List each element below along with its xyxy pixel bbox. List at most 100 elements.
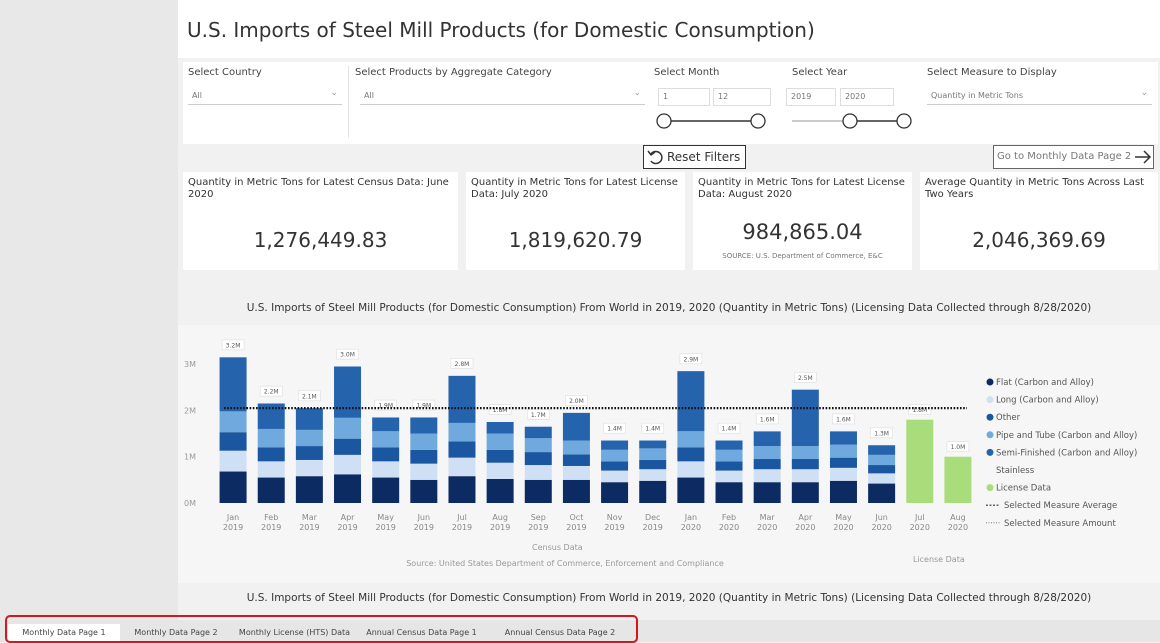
card-note: SOURCE: U.S. Department of Commerce, E&C <box>722 252 883 260</box>
data-label-box <box>565 395 588 406</box>
bar-segment <box>753 469 781 483</box>
x-tick-label: Jan 2019 <box>222 513 244 532</box>
data-label: 1.8M <box>912 407 927 414</box>
reset-button[interactable]: Reset Filters <box>643 145 746 169</box>
dropdown-value: Quantity in Metric Tons <box>931 91 1024 100</box>
x-tick-label: Aug 2019 <box>489 513 511 532</box>
bar-segment <box>486 422 514 434</box>
bar-segment <box>562 410 590 413</box>
data-label: 2.2M <box>264 389 279 396</box>
footer-title: U.S. Imports of Steel Mill Products (for… <box>246 592 1092 604</box>
bar-segment <box>219 432 247 451</box>
slider-handle[interactable] <box>896 113 912 129</box>
bar-segment <box>715 482 743 503</box>
bar-segment <box>295 446 323 460</box>
header <box>178 0 1160 58</box>
bar-segment <box>257 428 285 448</box>
dropdown[interactable]: All ⌄ <box>360 88 645 105</box>
input[interactable]: 12 <box>713 88 771 106</box>
bar-segment <box>372 477 400 503</box>
legend-marker <box>986 396 994 404</box>
data-label-box <box>603 422 626 434</box>
bar-segment <box>639 480 667 503</box>
slider-handle[interactable] <box>842 113 858 129</box>
bar-segment <box>601 438 629 441</box>
next-page-button[interactable]: Go to Monthly Data Page 2 <box>993 145 1154 169</box>
bar-segment <box>448 375 476 423</box>
bar-segment <box>295 476 323 503</box>
tab[interactable]: Annual Census Data Page 1 <box>357 624 486 642</box>
data-label: 3.2M <box>226 342 241 349</box>
tab[interactable]: Monthly Data Page 1 <box>8 624 120 642</box>
bar-segment <box>219 471 247 503</box>
bar-segment <box>524 452 552 466</box>
bar-segment <box>448 457 476 477</box>
legend-label: Flat (Carbon and Alloy) <box>996 378 1094 388</box>
x-tick-label: Nov 2019 <box>604 513 625 532</box>
bar-segment <box>791 446 819 460</box>
data-label: 1.9M <box>416 403 431 410</box>
legend-marker <box>986 466 994 474</box>
bar-segment <box>334 364 362 367</box>
y-tick-label: 0M <box>184 499 196 508</box>
data-label-box <box>870 427 893 439</box>
kpi-card: Quantity in Metric Tons for Latest Censu… <box>183 172 458 270</box>
data-label-box <box>794 371 817 383</box>
dropdown[interactable]: Quantity in Metric Tons ⌄ <box>927 88 1152 105</box>
bar-segment <box>524 424 552 427</box>
bar-segment <box>372 461 400 478</box>
y-tick-label: 3M <box>184 360 196 369</box>
card-title: Average Quantity in Metric Tons Across L… <box>925 177 1145 200</box>
input[interactable]: 1 <box>658 88 710 106</box>
dropdown[interactable]: All ⌄ <box>188 88 342 105</box>
x-tick-label: Jan 2020 <box>680 513 702 532</box>
dropdown-value: All <box>192 91 202 100</box>
data-label-box <box>526 409 550 420</box>
filter-label: Select Products by Aggregate Category <box>355 67 552 78</box>
chart-source: Source: United States Department of Comm… <box>406 559 724 568</box>
data-label-box <box>679 353 703 365</box>
chevron: ⌄ <box>633 88 641 98</box>
input-value: 1 <box>663 92 669 101</box>
bar-segment <box>257 401 285 404</box>
legend-label: Selected Measure Average <box>1004 501 1117 511</box>
group-label: Census Data <box>532 543 583 552</box>
bar-segment <box>372 417 400 432</box>
sliders <box>656 113 912 129</box>
data-label: 2.8M <box>455 361 470 368</box>
bar-segment <box>562 465 590 480</box>
bar-segment <box>410 479 438 503</box>
y-tick-label: 2M <box>184 406 196 415</box>
x-tick-label: Aug 2020 <box>947 513 969 532</box>
tab[interactable]: Monthly Data Page 2 <box>120 624 232 642</box>
data-label-box <box>259 385 283 397</box>
input[interactable]: 2020 <box>840 88 894 106</box>
data-label-box <box>717 422 741 434</box>
bar-segment <box>753 431 781 447</box>
x-tick-label: Feb 2020 <box>718 513 740 532</box>
x-tick-label: Sep 2019 <box>528 513 549 532</box>
slider-handle[interactable] <box>750 113 766 129</box>
bar-segment <box>829 467 857 481</box>
bar-segment <box>257 477 285 503</box>
bar-segment <box>715 440 743 450</box>
bar-segment <box>715 449 743 462</box>
bar-segment <box>257 447 285 462</box>
data-label-box <box>755 413 779 425</box>
bar-segment <box>868 442 896 446</box>
x-tick-label: Jun 2019 <box>413 513 434 532</box>
tab[interactable]: Monthly License (HTS) Data <box>232 624 357 642</box>
bar-segment <box>868 473 896 484</box>
slider-handle[interactable] <box>656 113 672 129</box>
bar-segment <box>219 357 247 412</box>
data-label: 1.0M <box>951 444 966 451</box>
bar-segment <box>295 459 323 477</box>
input-value: 2019 <box>791 92 812 101</box>
tab[interactable]: Annual Census Data Page 2 <box>486 624 634 642</box>
legend-marker <box>986 448 994 456</box>
input[interactable]: 2019 <box>786 88 836 106</box>
data-label: 1.6M <box>760 416 775 423</box>
data-label-box <box>374 399 397 411</box>
bar-segment <box>791 389 819 447</box>
